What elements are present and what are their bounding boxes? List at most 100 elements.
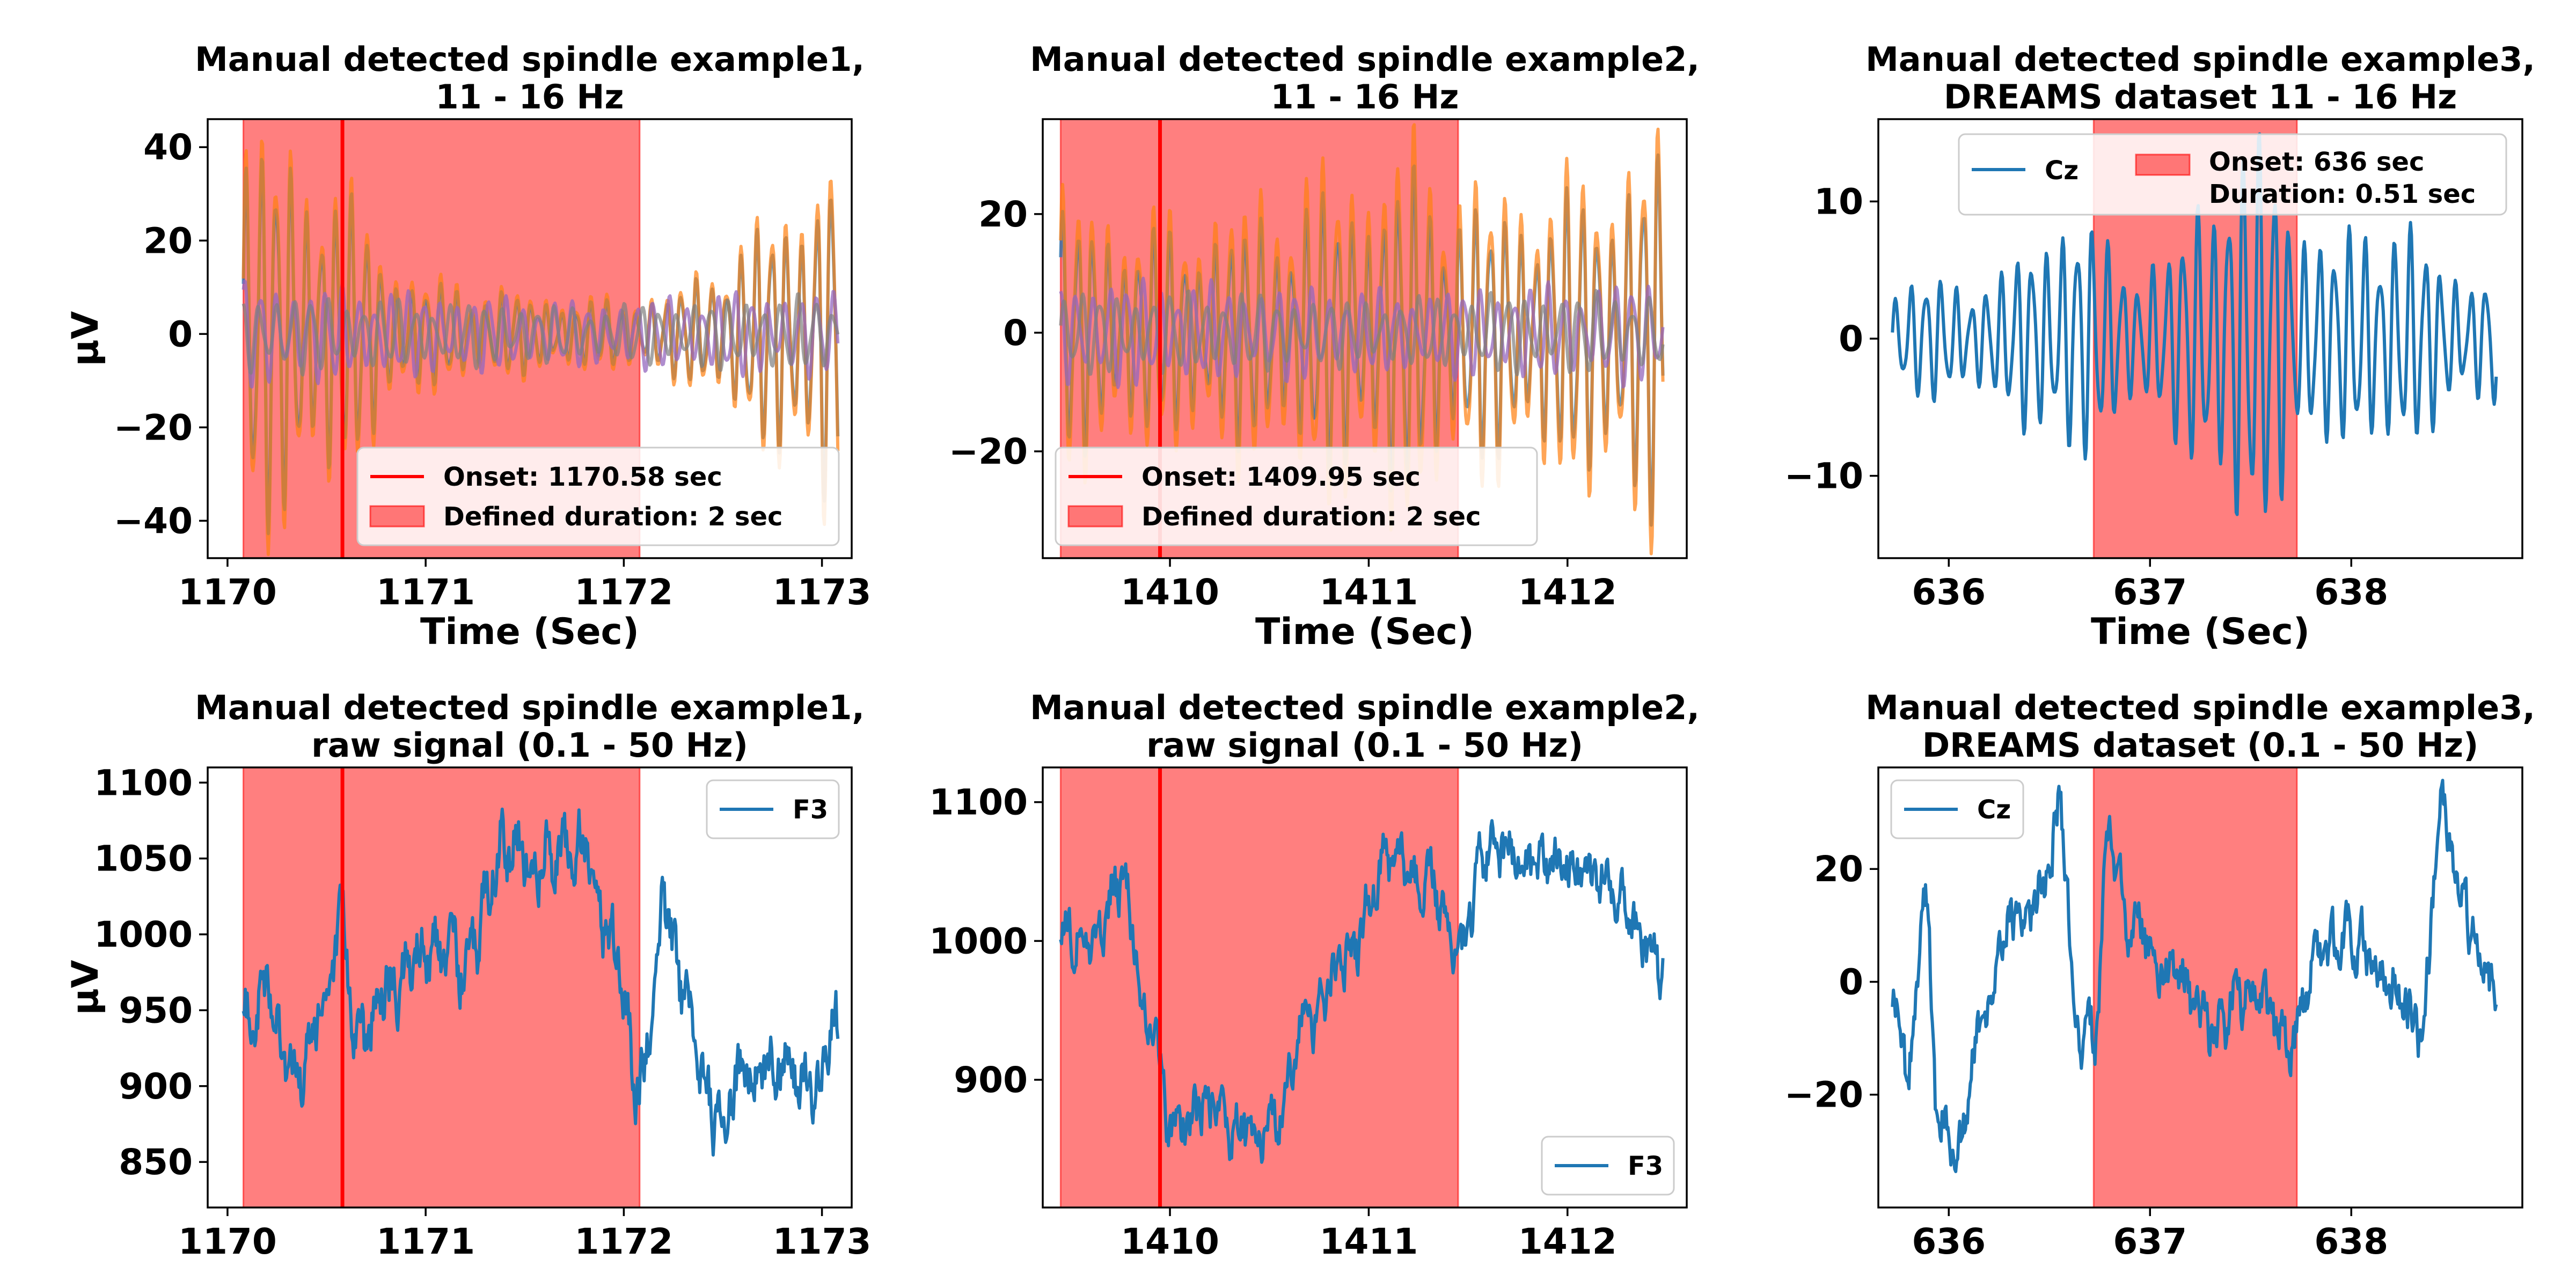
y-tick-label: 1100 bbox=[94, 762, 193, 803]
panel-title: Manual detected spindle example2, bbox=[1030, 40, 1700, 79]
y-tick-label: 1000 bbox=[929, 920, 1028, 962]
x-tick-label: 637 bbox=[2113, 1221, 2187, 1262]
legend-label: Duration: 0.51 sec bbox=[2209, 179, 2476, 209]
y-tick-label: −20 bbox=[114, 407, 193, 448]
x-axis-label: Time (Sec) bbox=[1255, 611, 1474, 653]
legend: Onset: 1170.58 sec Defined duration: 2 se… bbox=[356, 447, 840, 546]
panel-title: DREAMS dataset 11 - 16 Hz bbox=[1944, 77, 2457, 116]
panel-title: raw signal (0.1 - 50 Hz) bbox=[311, 726, 748, 765]
x-tick-label: 638 bbox=[2314, 572, 2388, 613]
x-tick-label: 1410 bbox=[1121, 1221, 1219, 1262]
x-tick-label: 1170 bbox=[178, 1221, 277, 1262]
x-tick-label: 1171 bbox=[376, 1221, 475, 1262]
x-tick-label: 1412 bbox=[1518, 572, 1617, 613]
panel-title: DREAMS dataset (0.1 - 50 Hz) bbox=[1922, 726, 2479, 765]
axes-frame bbox=[1877, 766, 2523, 1209]
x-axis-label: Time (Sec) bbox=[2091, 611, 2310, 653]
x-tick-label: 1411 bbox=[1320, 572, 1418, 613]
legend-label: Cz bbox=[1977, 795, 2011, 825]
x-tick-label: 1173 bbox=[773, 1221, 872, 1262]
x-tick-label: 636 bbox=[1912, 1221, 1986, 1262]
legend-swatch-patch bbox=[2135, 153, 2191, 176]
legend: Onset: 1409.95 sec Defined duration: 2 se… bbox=[1055, 447, 1538, 546]
y-tick-label: 1050 bbox=[94, 838, 193, 880]
y-tick-label: 950 bbox=[119, 990, 193, 1031]
x-axis-label: Time (Sec) bbox=[420, 611, 639, 653]
y-tick-label: 900 bbox=[954, 1059, 1028, 1101]
y-tick-label: −20 bbox=[1784, 1074, 1863, 1116]
legend-label: Onset: 1409.95 sec bbox=[1141, 462, 1421, 492]
axes-frame bbox=[1042, 766, 1688, 1209]
panel-title: 11 - 16 Hz bbox=[1270, 77, 1459, 116]
x-tick-label: 1170 bbox=[178, 572, 277, 613]
y-tick-label: 1000 bbox=[94, 914, 193, 955]
axes-frame bbox=[1042, 118, 1688, 559]
plot-area bbox=[1891, 132, 2498, 516]
y-tick-label: 0 bbox=[1839, 318, 1863, 360]
y-tick-label: 10 bbox=[1814, 181, 1863, 222]
y-tick-label: 20 bbox=[1814, 848, 1863, 890]
legend-label: F3 bbox=[793, 795, 828, 825]
legend: F3 bbox=[706, 779, 840, 839]
legend-box bbox=[1958, 133, 2507, 216]
panel-title: Manual detected spindle example1, bbox=[195, 688, 865, 727]
y-axis-label: μV bbox=[64, 960, 107, 1015]
panel-title: Manual detected spindle example2, bbox=[1030, 688, 1700, 727]
panel-title: Manual detected spindle example3, bbox=[1865, 40, 2535, 79]
x-tick-label: 636 bbox=[1912, 572, 1986, 613]
y-tick-label: 20 bbox=[978, 194, 1028, 235]
legend: Cz bbox=[1890, 779, 2024, 839]
panel-p5: 1410 1411 1412 900 1000 1100 Manual detected s… bbox=[929, 688, 1700, 1262]
axes-frame bbox=[207, 118, 853, 559]
y-tick-label: 20 bbox=[143, 220, 193, 261]
legend-box bbox=[1055, 447, 1538, 546]
x-tick-label: 1410 bbox=[1121, 572, 1219, 613]
legend-swatch-patch bbox=[1067, 505, 1123, 528]
y-tick-label: 900 bbox=[119, 1066, 193, 1107]
y-axis-label: μV bbox=[64, 311, 107, 366]
legend-label: Onset: 636 sec bbox=[2209, 147, 2424, 177]
y-tick-label: 0 bbox=[1003, 312, 1028, 354]
legend-swatch-patch bbox=[369, 505, 425, 528]
y-tick-label: 40 bbox=[143, 127, 193, 168]
panel-p6: 636 637 638 −20 0 20 Manual detected spindle e… bbox=[1784, 688, 2535, 1262]
x-tick-label: 1412 bbox=[1518, 1221, 1617, 1262]
y-tick-label: −20 bbox=[949, 431, 1028, 472]
x-tick-label: 1172 bbox=[575, 1221, 674, 1262]
x-tick-label: 1411 bbox=[1320, 1221, 1418, 1262]
legend-label: Defined duration: 2 sec bbox=[443, 502, 783, 532]
panel-p1: 1170 1171 1172 1173 −40 −20 0 20 40 Manual detect… bbox=[64, 40, 871, 653]
x-tick-label: 1171 bbox=[376, 572, 475, 613]
x-tick-label: 638 bbox=[2314, 1221, 2388, 1262]
series-line-1 bbox=[1891, 779, 2498, 1173]
panel-p3: 636 637 638 −10 0 10 Manual detected spindle e… bbox=[1784, 40, 2535, 653]
panel-title: 11 - 16 Hz bbox=[435, 77, 624, 116]
legend-label: F3 bbox=[1628, 1151, 1663, 1181]
y-tick-label: 1100 bbox=[929, 782, 1028, 823]
x-tick-label: 1172 bbox=[575, 572, 674, 613]
legend-label: Defined duration: 2 sec bbox=[1141, 502, 1481, 532]
x-tick-label: 1173 bbox=[773, 572, 872, 613]
legend-label: Cz bbox=[2045, 156, 2079, 186]
legend-box bbox=[356, 447, 840, 546]
y-tick-label: −10 bbox=[1784, 456, 1863, 497]
panel-title: Manual detected spindle example3, bbox=[1865, 688, 2535, 727]
axes-frame bbox=[207, 766, 853, 1209]
panel-p2: 1410 1411 1412 −20 0 20 Manual detected spindl… bbox=[949, 40, 1700, 653]
plot-area bbox=[1891, 779, 2498, 1173]
panel-p4: 1170 1171 1172 1173 850 900 950 1000 1050 1100Man… bbox=[64, 688, 871, 1262]
y-tick-label: 0 bbox=[1839, 961, 1863, 1002]
panel-title: Manual detected spindle example1, bbox=[195, 40, 865, 79]
y-tick-label: 850 bbox=[119, 1141, 193, 1183]
y-tick-label: −40 bbox=[114, 500, 193, 541]
legend: F3 bbox=[1541, 1136, 1675, 1196]
legend-label: Onset: 1170.58 sec bbox=[443, 462, 722, 492]
duration-span bbox=[242, 766, 641, 1209]
x-tick-label: 637 bbox=[2113, 572, 2187, 613]
panel-title: raw signal (0.1 - 50 Hz) bbox=[1146, 726, 1583, 765]
series-line-1 bbox=[1891, 132, 2498, 516]
y-tick-label: 0 bbox=[168, 313, 193, 355]
